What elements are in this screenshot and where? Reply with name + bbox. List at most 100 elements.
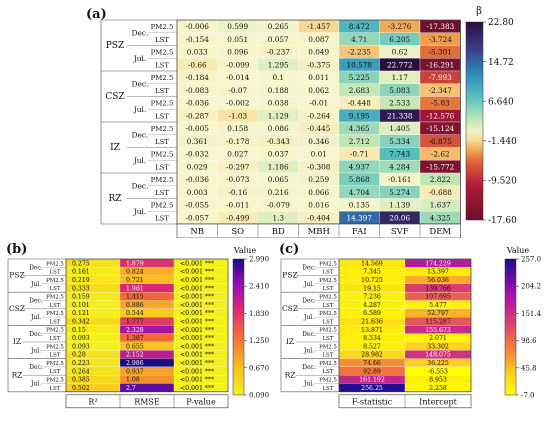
panel-a-cell-value: 1.129 (268, 111, 289, 120)
panel-c-cell-value: 36.225 (427, 360, 449, 367)
panel-a-cell-value: 0.065 (268, 175, 289, 184)
panel-b-var-label: PM2.5 (46, 378, 64, 384)
panel-b-column-label: P-value (186, 397, 216, 406)
panel-c-zone-label: CSZ (282, 304, 298, 313)
panel-a-cell-value: -0.404 (307, 213, 331, 222)
panel-a-cell-value: -0.01 (309, 99, 328, 108)
panel-c-colorbar-label: 204.2 (521, 283, 541, 291)
panel-a-var-label: PM2.5 (151, 100, 174, 108)
panel-b-cell-value: 2.152 (126, 352, 144, 359)
panel-b-cell-value: 0.824 (126, 269, 144, 276)
panel-b-cell-value: 0.159 (72, 294, 90, 301)
panel-b-colorbar-title: Value (233, 246, 257, 255)
panel-c-colorbar-label: -7.0 (521, 391, 535, 399)
panel-a-cell-value: 0.049 (308, 48, 329, 57)
panel-c-colorbar-label: 98.6 (521, 337, 537, 345)
panel-a-season-label: Jul. (133, 156, 147, 165)
panel-a-cell-value: -0.036 (186, 99, 210, 108)
panel-a-cell-value: -0.445 (307, 124, 331, 133)
panel-b-cell-value: 1.387 (126, 335, 144, 342)
panel-c-cell-value: 74.66 (363, 360, 381, 367)
panel-a-cell-value: -0.083 (186, 86, 210, 95)
panel-b-season-label: Jul. (30, 314, 41, 321)
panel-c-var-label: LST (323, 353, 334, 359)
panel-b-cell-value: <0.001 *** (180, 294, 214, 301)
panel-a-label: (a) (86, 7, 107, 22)
panel-a-var-label: PM2.5 (151, 49, 174, 57)
panel-b-cell-value: 0.093 (72, 343, 90, 350)
panel-a-cell-value: -3.276 (388, 22, 412, 31)
panel-a-cell-value: 0.096 (227, 48, 248, 57)
panel-a-cell-value: 1.637 (430, 201, 451, 210)
panel-a-cell-value: -0.297 (226, 162, 250, 171)
panel-a-var-label: LST (155, 87, 169, 95)
panel-b-season-label: Jul. (30, 381, 41, 388)
panel-b-cell-value: 0.937 (126, 368, 144, 375)
panel-a-cell-value: 8.472 (349, 22, 370, 31)
panel-c-cell-value: 8.527 (363, 343, 381, 350)
panel-b-cell-value: <0.001 *** (180, 327, 214, 334)
panel-a-colorbar-label: -17.60 (488, 216, 517, 226)
panel-c-cell-value: 52.797 (427, 310, 449, 317)
panel-c-cell-value: 13.397 (427, 269, 449, 276)
heatmap-a-svg: (a)PSZDec.PM2.5LSTJul.PM2.5LSTCSZDec.PM2… (86, 6, 517, 238)
heatmap-c-svg: (c)PSZDec.PM2.5LSTJul.PM2.5LSTCSZDec.PM2… (279, 242, 542, 409)
panel-c-cell-value: 56.036 (427, 277, 449, 284)
panel-a-cell-value: -0.032 (186, 150, 209, 159)
panel-a-cell-value: 0.086 (268, 124, 289, 133)
panel-a-cell-value: -2.347 (429, 86, 453, 95)
panel-a-cell-value: -17.383 (426, 22, 454, 31)
panel-a-cell-value: 5.225 (349, 73, 370, 82)
panel-b-var-label: LST (50, 270, 61, 276)
panel-a-cell-value: -0.264 (307, 111, 331, 120)
panel-a-cell-value: -0.014 (226, 73, 250, 82)
panel-a-zone-label: IZ (110, 143, 120, 153)
panel-a-cell-value: 5.868 (349, 175, 370, 184)
panel-c-cell-value: 5.477 (429, 302, 447, 309)
panel-b-var-label: LST (50, 286, 61, 292)
panel-c-var-label: LST (323, 286, 334, 292)
panel-a-cell-value: -0.002 (226, 99, 249, 108)
panel-a-var-label: LST (155, 214, 169, 222)
panel-b-cell-value: 1.961 (126, 285, 144, 292)
panel-a-cell-value: 1.295 (268, 60, 289, 69)
panel-a-cell-value: 0.037 (268, 150, 289, 159)
panel-c-cell-value: 115.287 (425, 318, 451, 325)
panel-a-cell-value: -2.235 (348, 48, 372, 57)
panel-a-cell-value: 1.139 (389, 201, 410, 210)
panel-b-var-label: LST (50, 369, 61, 375)
panel-b-var-label: LST (50, 336, 61, 342)
panel-b-zone-label: IZ (13, 337, 21, 346)
panel-b-cell-value: 0.101 (72, 302, 90, 309)
panel-a-cell-value: 2.683 (349, 86, 370, 95)
panel-b-cell-value: 1.879 (126, 260, 144, 267)
panel-c-season-label: Jul. (303, 347, 314, 354)
panel-b-season-label: Dec. (29, 298, 43, 305)
panel-a-cell-value: 7.743 (389, 150, 410, 159)
panel-a-cell-value: 4.365 (349, 124, 370, 133)
panel-a-cell-value: 2.712 (349, 137, 370, 146)
panel-c-colorbar-label: 151.4 (521, 310, 542, 318)
panel-a-season-label: Dec. (131, 181, 148, 190)
panel-a-cell-value: -2.62 (431, 150, 450, 159)
panel-a-cell-value: -0.079 (267, 201, 291, 210)
panel-a-cell-value: -0.375 (307, 60, 331, 69)
panel-b-var-label: LST (50, 303, 61, 309)
panel-a-column-label: SVF (391, 227, 409, 237)
panel-c-season-label: Dec. (302, 364, 316, 371)
panel-a-cell-value: 4.284 (389, 162, 410, 171)
panel-b-cell-value: 0.219 (72, 277, 90, 284)
panel-a-cell-value: 0.135 (349, 201, 370, 210)
panel-a-cell-value: 0.361 (187, 137, 208, 146)
panel-a-cell-value: 4.71 (351, 35, 367, 44)
panel-a-cell-value: -0.448 (348, 99, 372, 108)
panel-a-cell-value: 0.188 (268, 86, 289, 95)
panel-a-cell-value: -1.457 (307, 22, 331, 31)
panel-a-cell-value: 4.325 (430, 213, 451, 222)
panel-a-cell-value: -0.688 (429, 188, 453, 197)
panel-c: (c) PSZ Dec. PM2.5 LST Jul. PM2.5 LST CSZ Dec. PM2… (275, 238, 550, 435)
panel-b-cell-value: 0.342 (72, 318, 90, 325)
panel-a-colorbar-label: -1.440 (488, 137, 517, 147)
panel-b-cell-value: 2.7 (126, 385, 136, 392)
panel-b-cell-value: 0.223 (72, 360, 90, 367)
